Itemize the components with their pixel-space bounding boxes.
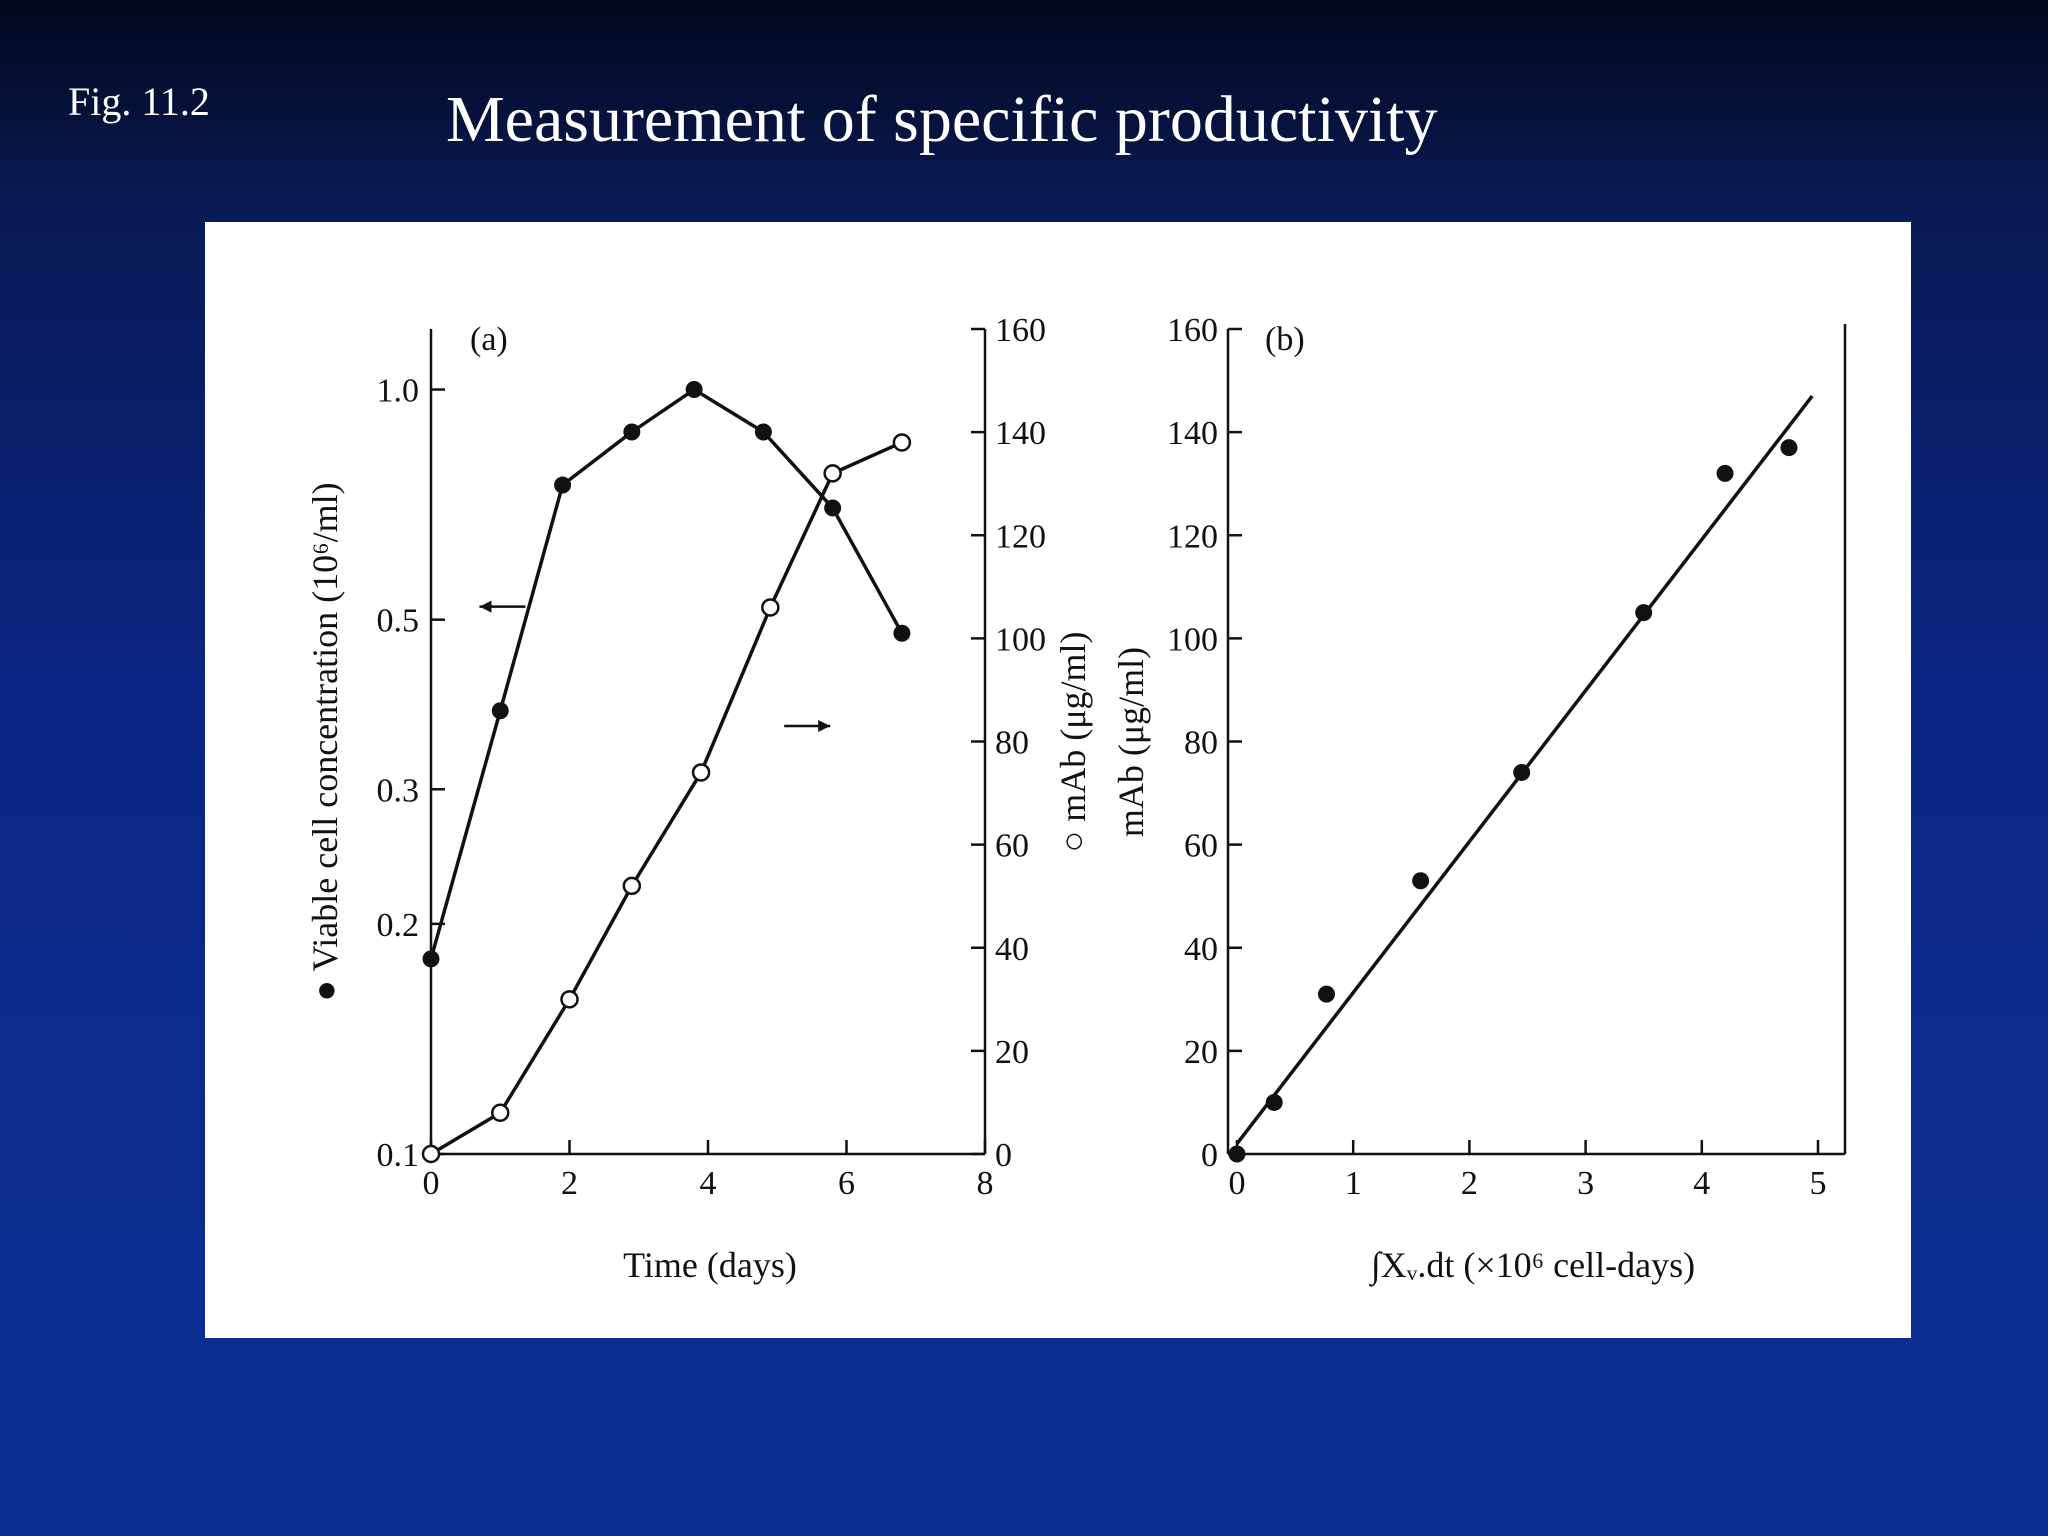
chart-a-left-ticks: 0.1 0.2 0.3 0.5 1.0 [377,373,445,1174]
mab-point [761,598,780,617]
slide-title: Measurement of specific productivity [446,83,1438,156]
viable-cells-point [824,499,842,517]
chart-a-right-tick-label: 140 [995,415,1046,452]
productivity-point [1412,872,1430,890]
mab-point [892,433,912,452]
figure-panel: (a) 0.1 0.2 0.3 0.5 1.0 0 20 40 60 80 100 120 140 16… [205,222,1911,1338]
chart-b-y-tick-label: 160 [1167,312,1218,349]
filled-circle-legend-icon: ● [305,980,345,1002]
viable-cells-point [554,476,572,494]
viable-cells-point [685,381,703,399]
chart-b-y-tick-label: 20 [1184,1034,1218,1071]
chart-b-x-tick-label: 0 [1229,1165,1246,1202]
chart-a-right-tick-label: 20 [995,1034,1029,1071]
chart-a-x-tick-label: 2 [561,1165,578,1202]
chart-a-left-tick-label: 0.1 [377,1137,420,1174]
chart-a-x-tick-label: 8 [977,1165,994,1202]
chart-a-x-axis-title: Time (days) [623,1245,797,1285]
viable-cells-point [623,423,641,441]
chart-b-x-tick-label: 5 [1810,1165,1827,1202]
productivity-point [1716,464,1734,482]
chart-a-right-ticks: 0 20 40 60 80 100 120 140 160 [971,312,1046,1174]
chart-a-right-tick-label: 160 [995,312,1046,349]
productivity-point [1228,1145,1246,1163]
chart-a-arrows [479,600,831,733]
chart-b-y-ticks: 0 20 40 60 80 100 120 140 160 [1167,312,1242,1174]
productivity-point [1635,604,1653,622]
chart-a-right-tick-label: 0 [995,1137,1012,1174]
productivity-point [1317,985,1335,1003]
chart-a-left-tick-label: 0.3 [377,772,420,809]
productivity-point [1265,1093,1283,1111]
chart-a-right-tick-label: 40 [995,931,1029,968]
mab-line [430,440,903,1156]
mab-point [691,763,711,782]
chart-b-x-tick-label: 1 [1345,1165,1362,1202]
productivity-point [1513,763,1531,781]
mab-point [421,1144,441,1164]
chart-a-right-tick-label: 100 [995,621,1046,658]
chart-a-x-tick-label: 6 [838,1165,855,1202]
chart-a: (a) 0.10.20.30.51.0 02040608010012014016… [305,312,1093,1285]
chart-b-y-tick-label: 120 [1167,518,1218,555]
mab-point [622,876,642,896]
viable-cells-point [754,423,772,441]
chart-a-series [421,381,912,1164]
figure-label: Fig. 11.2 [68,79,210,124]
chart-a-left-axis-label: Viable cell concentration (10⁶/ml) [305,482,345,971]
chart-b-series [1228,439,1798,1163]
chart-a-right-tick-label: 120 [995,518,1046,555]
chart-a-left-tick-label: 0.2 [377,907,420,944]
chart-a-x-tick-label: 4 [700,1165,717,1202]
chart-a-right-axis-title: ○ mAb (μg/ml) [1053,631,1093,852]
chart-a-left-tick-label: 1.0 [377,373,420,410]
chart-a-panel-label: (a) [470,321,508,358]
chart-b-x-axis-title: ∫Xᵥ.dt (×10⁶ cell-days) [1369,1245,1695,1287]
viable-cells-point [491,702,509,720]
chart-b-y-axis-title: mAb (μg/ml) [1111,647,1151,837]
viable-cells-point [422,950,440,968]
chart-b-x-tick-label: 3 [1577,1165,1594,1202]
chart-a-left-tick-label: 0.5 [377,603,420,640]
chart-b-x-tick-label: 2 [1461,1165,1478,1202]
chart-b-y-tick-label: 60 [1184,828,1218,865]
chart-a-right-axis-label: mAb (μg/ml) [1053,631,1093,821]
chart-b-y-tick-label: 100 [1167,621,1218,658]
chart-b-y-tick-label: 140 [1167,415,1218,452]
chart-b-panel-label: (b) [1265,321,1305,358]
open-circle-legend-icon: ○ [1053,831,1093,853]
mab-point [823,464,842,483]
chart-b-y-tick-label: 0 [1201,1137,1218,1174]
chart-b-y-tick-label: 40 [1184,931,1218,968]
chart-b-x-tick-label: 4 [1693,1165,1710,1202]
chart-a-x-tick-label: 0 [423,1165,440,1202]
mab-point [491,1103,510,1122]
viable-cells-point [893,624,911,642]
chart-b-y-tick-label: 80 [1184,725,1218,762]
chart-a-right-tick-label: 60 [995,828,1029,865]
chart-a-left-axis-title: ● Viable cell concentration (10⁶/ml) [305,482,345,1001]
chart-a-right-tick-label: 80 [995,725,1029,762]
mab-point [560,990,579,1009]
chart-b: (b) 0 20 40 60 80 100 120 140 160 0 1 2 3 4 5 ∫Xᵥ.dt … [1111,312,1847,1287]
productivity-point [1780,439,1798,457]
figure-svg: (a) 0.10.20.30.51.0 02040608010012014016… [305,312,1847,1287]
chart-a-x-ticks: 0 2 4 6 8 [423,1140,994,1202]
chart-b-x-ticks: 0 1 2 3 4 5 [1229,1140,1827,1202]
left-arrow-icon [479,600,492,613]
right-arrow-icon [818,720,831,733]
